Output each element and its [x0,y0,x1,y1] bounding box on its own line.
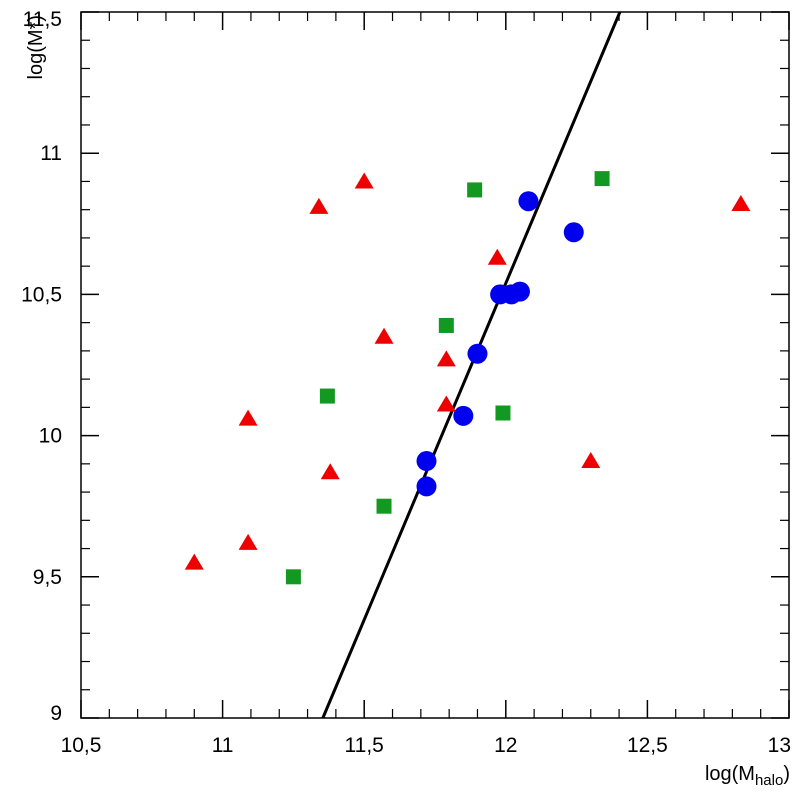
y-axis-title: log(M*) [25,15,47,79]
blue-circle-point [509,281,530,302]
red-triangle-point [487,248,507,265]
red-triangle-point [238,533,258,550]
y-tick-label: 11,5 [23,8,62,31]
minor-ticks [81,12,789,718]
blue-circle-point [416,451,437,472]
green-square-point [376,498,392,514]
red-triangle-point [184,553,204,570]
green-square-point [594,171,610,187]
x-axis-title-subscript: halo [755,772,783,789]
green-square-point [319,388,335,404]
x-tick-label: 12,5 [627,734,668,757]
red-triangle-point [436,395,456,412]
red-triangle-point [354,172,374,189]
data-points [184,171,751,585]
y-tick-label: 11 [40,142,62,165]
x-tick-labels: 10,5 11 11,5 12 12,5 13 [61,734,791,757]
blue-circle-point [518,191,539,212]
red-triangle-point [731,195,751,212]
y-tick-label: 9 [50,702,62,725]
x-axis-title: log(Mhalo) [705,763,790,789]
major-ticks [80,11,790,719]
x-tick-label: 11,5 [345,734,384,757]
fit-lines [321,11,622,719]
plot-frame [80,11,790,719]
x-tick-label: 13 [768,734,791,757]
fit-line [321,11,622,719]
y-tick-label: 9,5 [33,566,62,589]
blue-circle-point [563,222,584,243]
red-triangle-point [309,197,329,214]
x-tick-label: 11 [212,734,234,757]
x-tick-label: 12 [494,734,517,757]
x-tick-label: 10,5 [61,734,102,757]
blue-circle-point [453,405,474,426]
green-square-point [467,182,483,198]
green-square-point [495,405,511,421]
red-triangle-point [436,350,456,367]
x-axis-title-close: ) [783,763,790,785]
y-tick-label: 10,5 [21,283,62,306]
red-triangle-point [581,452,601,469]
red-triangle-point [374,327,394,344]
green-square-point [438,317,454,333]
y-tick-labels: 9 9,5 10 10,5 11 11,5 [21,8,62,725]
x-axis-title-base: log(M [705,763,755,785]
blue-circle-point [416,476,437,497]
green-square-point [285,569,301,585]
y-tick-label: 10 [39,425,62,448]
blue-circle-point [467,343,488,364]
red-triangle-point [238,409,258,426]
red-triangle-point [320,463,340,480]
